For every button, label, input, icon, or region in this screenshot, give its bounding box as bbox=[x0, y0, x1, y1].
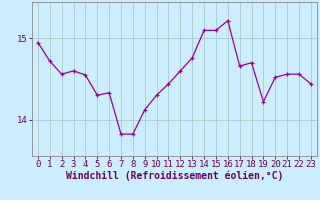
X-axis label: Windchill (Refroidissement éolien,°C): Windchill (Refroidissement éolien,°C) bbox=[66, 171, 283, 181]
